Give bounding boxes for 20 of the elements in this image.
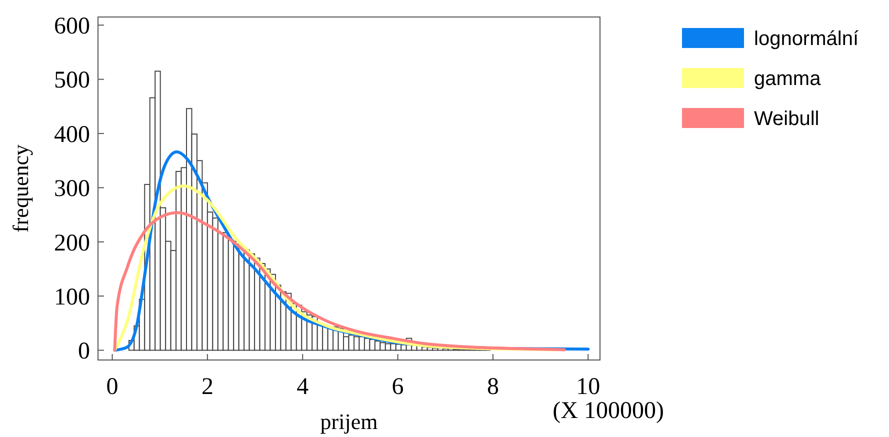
text: (X 100000)	[552, 398, 664, 424]
y-tick-label: 600	[54, 14, 90, 40]
x-tick-label: 4	[296, 374, 309, 400]
y-tick-label: 100	[54, 284, 90, 310]
x-axis-title: prijem	[320, 409, 378, 434]
y-axis-title: frequency	[8, 144, 33, 232]
legend-label: Weibull	[754, 108, 820, 130]
y-tick-label: 500	[54, 68, 90, 94]
x-tick-label: 0	[106, 374, 118, 400]
x-tick-label: 2	[201, 374, 214, 400]
x-tick-label: 6	[392, 374, 404, 400]
y-tick-label: 400	[54, 122, 90, 148]
x-tick-label: 10	[576, 374, 600, 400]
line-series	[113, 211, 566, 352]
legend-label: lognormální	[754, 28, 859, 50]
y-tick-label: 200	[54, 230, 90, 256]
x-tick-label: 8	[486, 374, 499, 400]
legend-label: gamma	[754, 68, 822, 90]
y-tick-label: 0	[78, 338, 90, 365]
y-tick-label: 300	[54, 176, 90, 202]
